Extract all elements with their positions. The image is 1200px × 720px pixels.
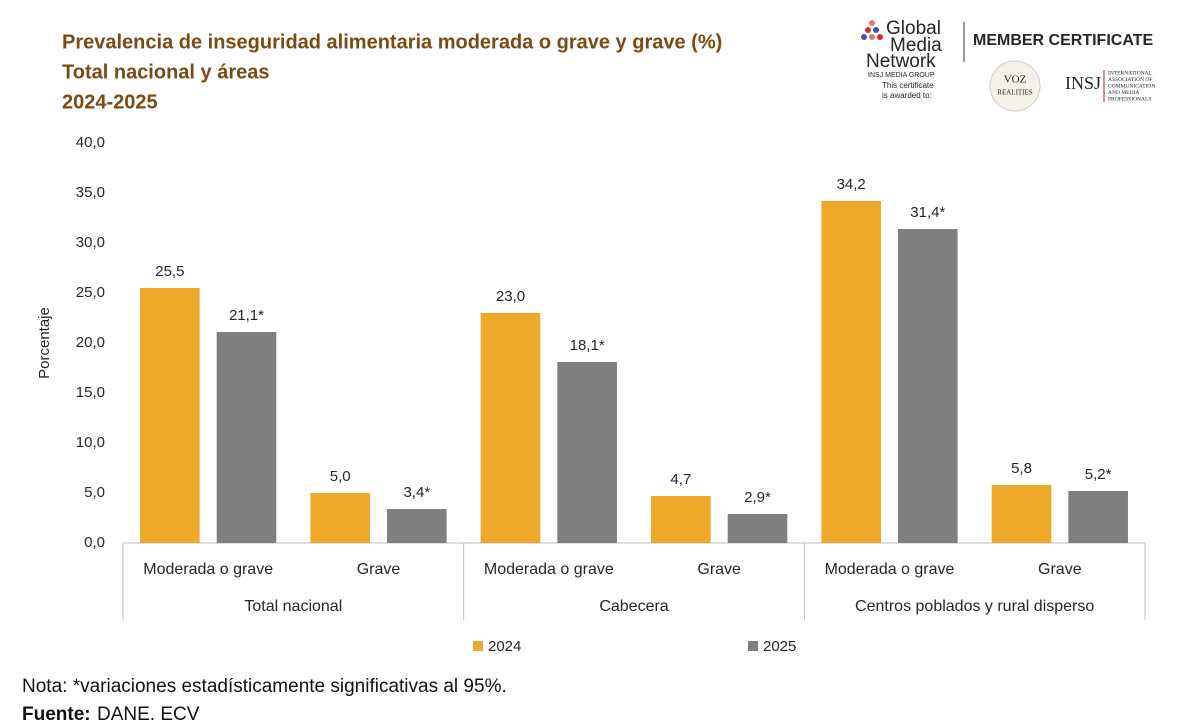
value-label: 5,2* xyxy=(1085,466,1112,483)
bar xyxy=(651,496,711,543)
group-label: Centros poblados y rural disperso xyxy=(855,598,1094,615)
logo-text: Global xyxy=(886,18,941,39)
chart-period: 2024-2025 xyxy=(62,91,158,113)
y-tick-label: 35,0 xyxy=(76,184,105,201)
bar xyxy=(727,514,788,543)
insj-desc-line: INTERNATIONAL xyxy=(1108,70,1153,76)
bar xyxy=(480,313,541,543)
bar xyxy=(898,229,958,543)
chart-subtitle: Total nacional y áreas xyxy=(62,61,270,83)
x-tick-label: Moderada o grave xyxy=(143,561,273,578)
x-tick-label: Moderada o grave xyxy=(484,561,614,578)
branding: Global Media Network INSJ MEDIA GROUP Th… xyxy=(861,18,1155,112)
certificate: MEMBER CERTIFICATE xyxy=(973,32,1153,49)
value-label: 25,5 xyxy=(155,263,184,280)
value-label: 4,7 xyxy=(670,471,691,488)
y-tick-label: 25,0 xyxy=(76,284,105,301)
x-tick-label: Grave xyxy=(697,561,741,578)
bar xyxy=(387,509,447,543)
bar xyxy=(557,362,617,543)
x-tick-label: Grave xyxy=(1038,561,1082,578)
group-label: Cabecera xyxy=(599,598,668,615)
bar xyxy=(310,493,370,543)
bar xyxy=(216,332,277,543)
y-tick-label: 40,0 xyxy=(76,134,105,151)
y-tick-label: 5,0 xyxy=(84,484,105,501)
value-label: 23,0 xyxy=(496,288,525,305)
source: DANE, ECV xyxy=(97,704,200,720)
bar xyxy=(1068,491,1128,543)
legend-swatch xyxy=(473,641,483,651)
y-tick-label: 10,0 xyxy=(76,434,105,451)
y-tick-label: 15,0 xyxy=(76,384,105,401)
x-tick-label: Grave xyxy=(357,561,401,578)
logo-group: INSJ MEDIA GROUP xyxy=(868,72,935,79)
bar xyxy=(140,288,200,543)
note: Nota: *variaciones estadísticamente sign… xyxy=(22,676,507,697)
y-tick-label: 0,0 xyxy=(84,534,105,551)
awarded: This certificate xyxy=(882,81,934,90)
badge-text: VOZ xyxy=(1004,74,1027,86)
bar xyxy=(821,201,881,543)
chart-title: Prevalencia de inseguridad alimentaria m… xyxy=(62,31,722,53)
insj-desc-line: ASSOCIATION OF xyxy=(1108,77,1152,83)
group-label: Total nacional xyxy=(244,598,342,615)
awarded: is awarded to: xyxy=(882,91,932,100)
logo-text: Media xyxy=(890,35,942,56)
value-label: 34,2 xyxy=(837,176,866,193)
value-label: 18,1* xyxy=(570,337,605,354)
y-tick-label: 30,0 xyxy=(76,234,105,251)
insj-desc-line: PROFESSIONALS xyxy=(1108,96,1151,102)
value-label: 5,0 xyxy=(330,468,351,485)
x-tick-label: Moderada o grave xyxy=(825,561,955,578)
legend-swatch xyxy=(748,641,758,651)
logo-text: Network xyxy=(866,51,936,72)
insj-desc-line: AND MEDIA xyxy=(1108,90,1139,96)
value-label: 5,8 xyxy=(1011,460,1032,477)
insj: INSJ xyxy=(1065,73,1101,93)
value-label: 2,9* xyxy=(744,489,771,506)
y-axis-label: Porcentaje xyxy=(36,307,53,379)
source-label: Fuente: xyxy=(22,704,91,720)
legend-label: 2025 xyxy=(763,638,796,655)
logo-dots xyxy=(861,20,883,40)
y-tick-label: 20,0 xyxy=(76,334,105,351)
value-label: 21,1* xyxy=(229,307,264,324)
insj-desc-line: COMMUNICATION xyxy=(1108,83,1155,89)
value-label: 31,4* xyxy=(910,204,945,221)
value-label: 3,4* xyxy=(403,484,430,501)
legend-label: 2024 xyxy=(488,638,521,655)
badge-text: REALITIES xyxy=(997,89,1032,97)
badge xyxy=(989,60,1041,112)
bar xyxy=(991,485,1052,543)
